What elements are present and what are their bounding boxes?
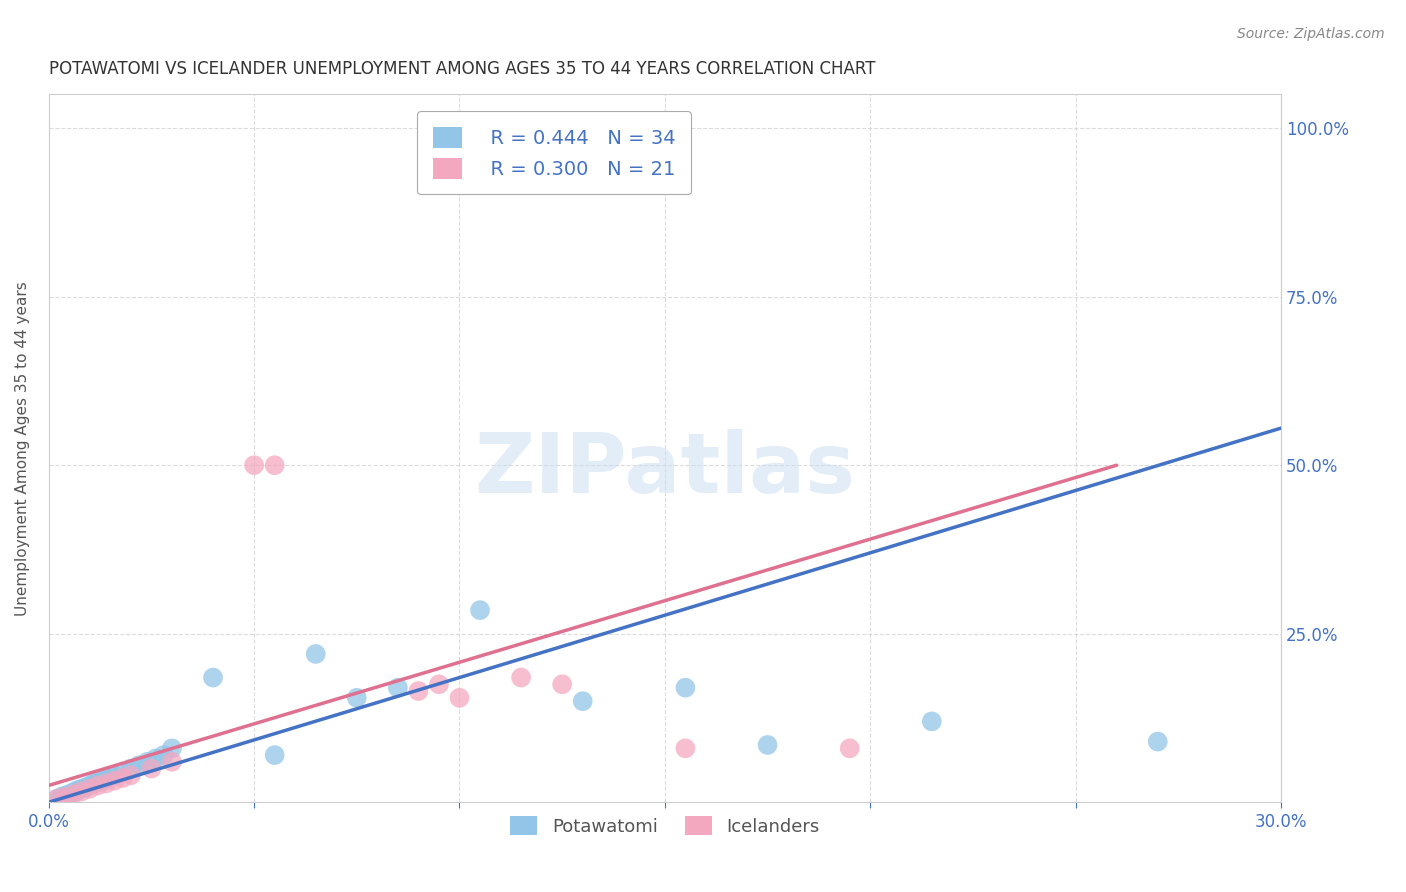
Point — [62, 785, 84, 799]
Point — [468, 603, 491, 617]
Point — [98, 770, 121, 784]
Point — [62, 787, 84, 801]
Point — [79, 779, 101, 793]
Point — [346, 690, 368, 705]
Legend: Potawatomi, Icelanders: Potawatomi, Icelanders — [503, 808, 827, 843]
Point — [96, 776, 118, 790]
Point — [408, 684, 430, 698]
Point — [673, 681, 696, 695]
Point — [53, 789, 76, 804]
Point — [921, 714, 943, 729]
Point — [243, 458, 266, 473]
Point — [551, 677, 574, 691]
Point — [111, 771, 134, 785]
Point — [120, 768, 142, 782]
Point — [46, 792, 69, 806]
Point — [136, 755, 159, 769]
Text: POTAWATOMI VS ICELANDER UNEMPLOYMENT AMONG AGES 35 TO 44 YEARS CORRELATION CHART: POTAWATOMI VS ICELANDER UNEMPLOYMENT AMO… — [49, 60, 876, 78]
Point — [111, 764, 134, 779]
Point — [66, 783, 89, 797]
Point — [673, 741, 696, 756]
Point — [96, 772, 118, 786]
Text: Source: ZipAtlas.com: Source: ZipAtlas.com — [1237, 27, 1385, 41]
Y-axis label: Unemployment Among Ages 35 to 44 years: Unemployment Among Ages 35 to 44 years — [15, 281, 30, 615]
Point — [202, 671, 225, 685]
Point — [58, 787, 80, 801]
Point — [1146, 734, 1168, 748]
Text: ZIPatlas: ZIPatlas — [474, 429, 855, 510]
Point — [79, 781, 101, 796]
Point — [103, 768, 125, 782]
Point — [756, 738, 779, 752]
Point — [70, 784, 93, 798]
Point — [510, 671, 533, 685]
Point — [87, 779, 110, 793]
Point — [49, 789, 72, 804]
Point — [75, 780, 97, 795]
Point — [305, 647, 328, 661]
Point — [128, 758, 150, 772]
Point — [263, 748, 285, 763]
Point — [83, 776, 105, 790]
Point — [46, 792, 69, 806]
Point — [145, 751, 167, 765]
Point — [449, 690, 471, 705]
Point — [838, 741, 860, 756]
Point — [120, 762, 142, 776]
Point — [141, 762, 163, 776]
Point — [427, 677, 450, 691]
Point — [152, 748, 174, 763]
Point — [91, 773, 114, 788]
Point — [87, 775, 110, 789]
Point — [160, 755, 183, 769]
Point — [70, 781, 93, 796]
Point — [571, 694, 593, 708]
Point — [160, 741, 183, 756]
Point — [103, 773, 125, 788]
Point — [53, 789, 76, 803]
Point — [263, 458, 285, 473]
Point — [387, 681, 409, 695]
